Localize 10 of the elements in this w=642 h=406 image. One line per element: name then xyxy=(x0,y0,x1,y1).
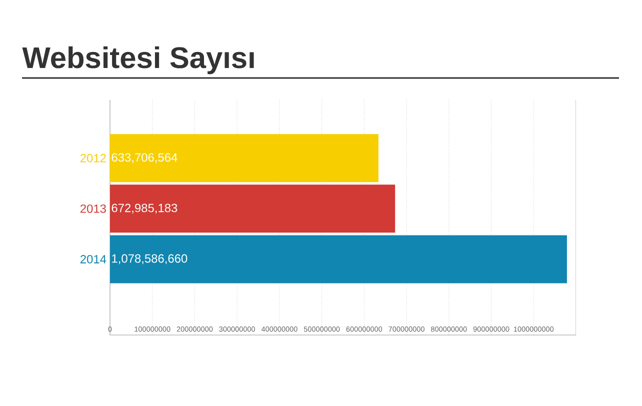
data-label: 1,078,586,660 xyxy=(112,254,188,264)
y-tick-label: 2014 xyxy=(80,254,106,264)
chart-title: Websitesi Sayısı xyxy=(22,46,254,74)
data-label: 672,985,183 xyxy=(112,204,178,214)
data-label: 633,706,564 xyxy=(112,153,178,164)
bar xyxy=(110,184,396,233)
y-tick-label: 2012 xyxy=(80,154,106,162)
bar xyxy=(110,134,378,182)
bar xyxy=(110,235,567,284)
y-tick-label: 2013 xyxy=(80,204,106,213)
